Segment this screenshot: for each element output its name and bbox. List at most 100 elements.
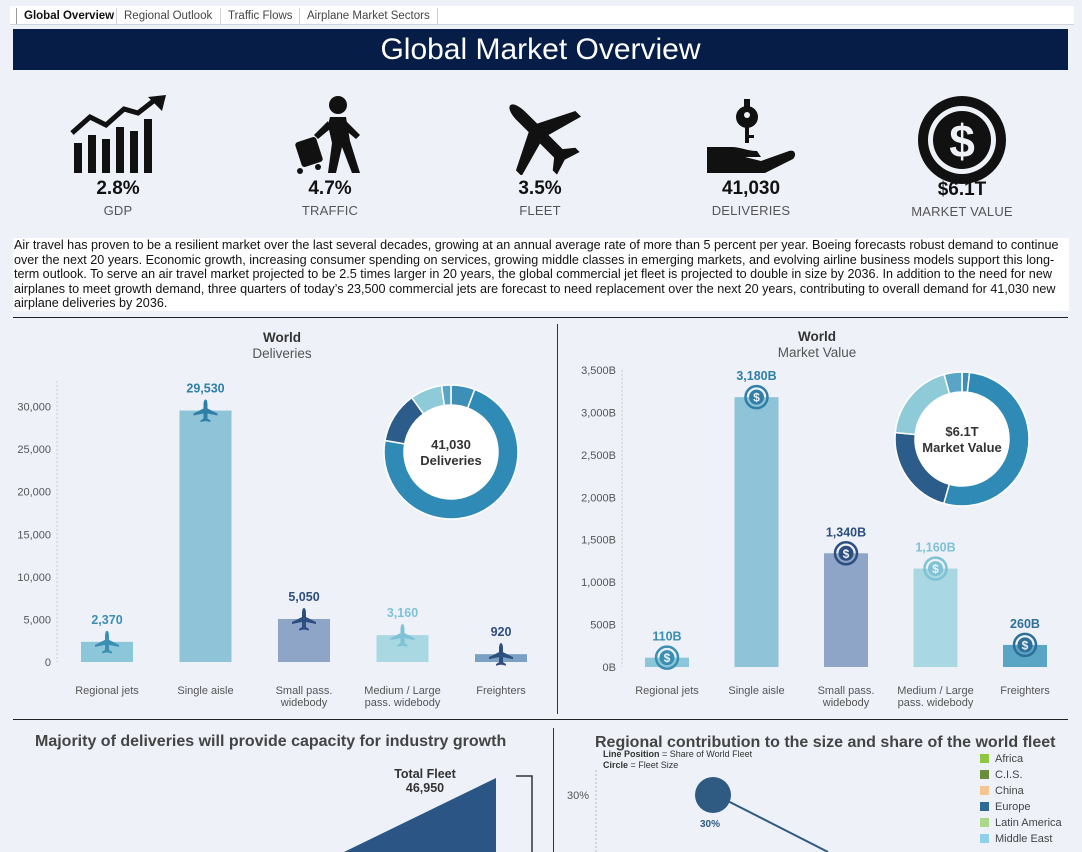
category-label: Medium / Large bbox=[364, 685, 440, 697]
y-tick-label: 15,000 bbox=[17, 529, 51, 541]
kpi-gdp-label: GDP bbox=[103, 203, 133, 218]
data-label: 5,050 bbox=[288, 590, 319, 604]
market-value-bar-chart: 0B 500B 1,000B 1,500B 2,000B 2,500B 3,000B 3,50… bbox=[581, 365, 1050, 709]
market-value-chart-title-main: World bbox=[798, 329, 836, 344]
data-label: 2,370 bbox=[91, 613, 122, 627]
svg-text:$: $ bbox=[1022, 638, 1029, 652]
legend-item-africa[interactable]: Africa bbox=[980, 751, 1062, 767]
svg-text:$: $ bbox=[949, 115, 975, 167]
data-label: 260B bbox=[1010, 617, 1040, 631]
y-tick-label: 2,500B bbox=[581, 450, 616, 462]
y-tick-label: 1,500B bbox=[581, 535, 616, 547]
category-label: Freighters bbox=[476, 685, 526, 697]
category-label: pass. widebody bbox=[365, 697, 441, 709]
deliveries-chart-title-main: World bbox=[263, 330, 301, 345]
category-label: widebody bbox=[280, 697, 328, 709]
dollar-coin-icon: $ bbox=[918, 96, 1006, 184]
svg-text:$: $ bbox=[843, 547, 850, 561]
line-position-note: Line Position = Share of World Fleet bbox=[603, 749, 753, 759]
airplane-icon bbox=[390, 624, 415, 647]
category-label: Single aisle bbox=[177, 685, 233, 697]
category-label: Freighters bbox=[1000, 685, 1050, 697]
tab-airplane-market-sectors[interactable]: Airplane Market Sectors bbox=[299, 8, 438, 24]
y-tick-label: 30,000 bbox=[17, 402, 51, 414]
total-fleet-label: Total Fleet 46,950 bbox=[370, 767, 480, 795]
dollar-coin-icon: $ bbox=[833, 541, 859, 566]
airplane-icon bbox=[95, 630, 119, 654]
category-label: widebody bbox=[822, 697, 870, 709]
category-label: Regional jets bbox=[635, 685, 699, 697]
data-label: 1,160B bbox=[915, 541, 955, 555]
kpi-market-value-value: $6.1T bbox=[937, 179, 987, 200]
section-divider-bottom bbox=[13, 719, 1068, 720]
kpi-gdp-value: 2.8% bbox=[96, 178, 140, 199]
y-tick-label: 500B bbox=[590, 620, 616, 632]
kpi-gdp: 2.8% GDP bbox=[38, 95, 198, 218]
legend-item-middle-east[interactable]: Middle East bbox=[980, 831, 1062, 847]
dollar-coin-icon: $ bbox=[923, 556, 948, 581]
circle-note: Circle = Fleet Size bbox=[603, 760, 679, 770]
legend-item-china[interactable]: China bbox=[980, 783, 1062, 799]
category-label: Medium / Large bbox=[897, 685, 973, 697]
data-label: 110B bbox=[652, 630, 681, 644]
donut-center-value: $6.1T bbox=[945, 424, 978, 439]
deliveries-bar-chart: 0 5,000 10,000 15,000 20,000 25,000 30,000 2,37… bbox=[17, 381, 527, 709]
legend-item-cis[interactable]: C.I.S. bbox=[980, 767, 1062, 783]
kpi-traffic: 4.7% TRAFFIC bbox=[250, 95, 410, 218]
chart-divider bbox=[557, 324, 558, 714]
kpi-market-value-label: MARKET VALUE bbox=[911, 204, 1013, 219]
airplane-icon bbox=[489, 643, 513, 666]
data-label: 920 bbox=[491, 625, 512, 639]
category-label: pass. widebody bbox=[898, 697, 974, 709]
y-tick-label: 3,500B bbox=[581, 365, 616, 377]
capacity-section-title: Majority of deliveries will provide capa… bbox=[35, 733, 507, 750]
kpi-deliveries-value: 41,030 bbox=[721, 178, 781, 199]
donut-hole bbox=[915, 392, 1009, 486]
kpi-fleet-value: 3.5% bbox=[518, 178, 562, 199]
bar-1 bbox=[734, 397, 779, 667]
data-label: 1,340B bbox=[826, 525, 866, 539]
legend-item-europe[interactable]: Europe bbox=[980, 799, 1062, 815]
regional-y-tick: 30% bbox=[567, 790, 590, 802]
kpi-fleet-label: FLEET bbox=[519, 203, 561, 218]
kpi-deliveries: 41,030 DELIVERIES bbox=[671, 95, 831, 218]
section-divider bbox=[13, 317, 1068, 318]
regional-notes: Line Position = Share of World Fleet Cir… bbox=[603, 749, 752, 771]
deliveries-chart-subtitle: Deliveries bbox=[252, 346, 312, 361]
category-label: Single aisle bbox=[728, 685, 784, 697]
bar-3 bbox=[913, 568, 958, 667]
y-tick-label: 10,000 bbox=[17, 572, 51, 584]
category-label: Small pass. bbox=[276, 685, 333, 697]
tab-traffic-flows[interactable]: Traffic Flows bbox=[220, 8, 300, 24]
total-fleet-caption: Total Fleet bbox=[394, 767, 456, 781]
kpi-fleet: 3.5% FLEET bbox=[460, 95, 620, 218]
market-description: Air travel has proven to be a resilient … bbox=[13, 238, 1069, 311]
svg-text:$: $ bbox=[664, 651, 671, 665]
page-title: Global Market Overview bbox=[13, 29, 1068, 70]
donut-center-label: Market Value bbox=[922, 440, 1002, 455]
region-legend: Africa C.I.S. China Europe Latin America… bbox=[980, 751, 1062, 847]
bar-2 bbox=[824, 553, 868, 667]
kpi-traffic-label: TRAFFIC bbox=[301, 203, 359, 218]
tab-global-overview[interactable]: Global Overview bbox=[16, 8, 122, 24]
deliveries-chart-title: World Deliveries bbox=[182, 330, 382, 362]
regional-fleet-chart bbox=[595, 770, 829, 852]
market-value-chart-subtitle: Market Value bbox=[777, 345, 857, 360]
europe-fleet-circle bbox=[695, 777, 731, 813]
y-tick-label: 1,000B bbox=[581, 577, 616, 589]
category-label: Small pass. bbox=[818, 685, 875, 697]
donut-hole bbox=[404, 405, 498, 499]
legend-item-latin-america[interactable]: Latin America bbox=[980, 815, 1062, 831]
regional-section-title: Regional contribution to the size and sh… bbox=[595, 734, 1056, 751]
data-label: 3,160 bbox=[387, 606, 418, 620]
total-fleet-wedge bbox=[344, 775, 533, 852]
donut-center-value: 41,030 bbox=[431, 437, 471, 452]
dollar-coin-icon: $ bbox=[1012, 632, 1038, 658]
airplane-icon bbox=[193, 399, 218, 423]
kpi-traffic-value: 4.7% bbox=[308, 178, 352, 199]
tab-regional-outlook[interactable]: Regional Outlook bbox=[116, 8, 219, 24]
y-tick-label: 2,000B bbox=[581, 492, 616, 504]
category-label: Regional jets bbox=[75, 685, 139, 697]
y-tick-label: 5,000 bbox=[23, 614, 51, 626]
